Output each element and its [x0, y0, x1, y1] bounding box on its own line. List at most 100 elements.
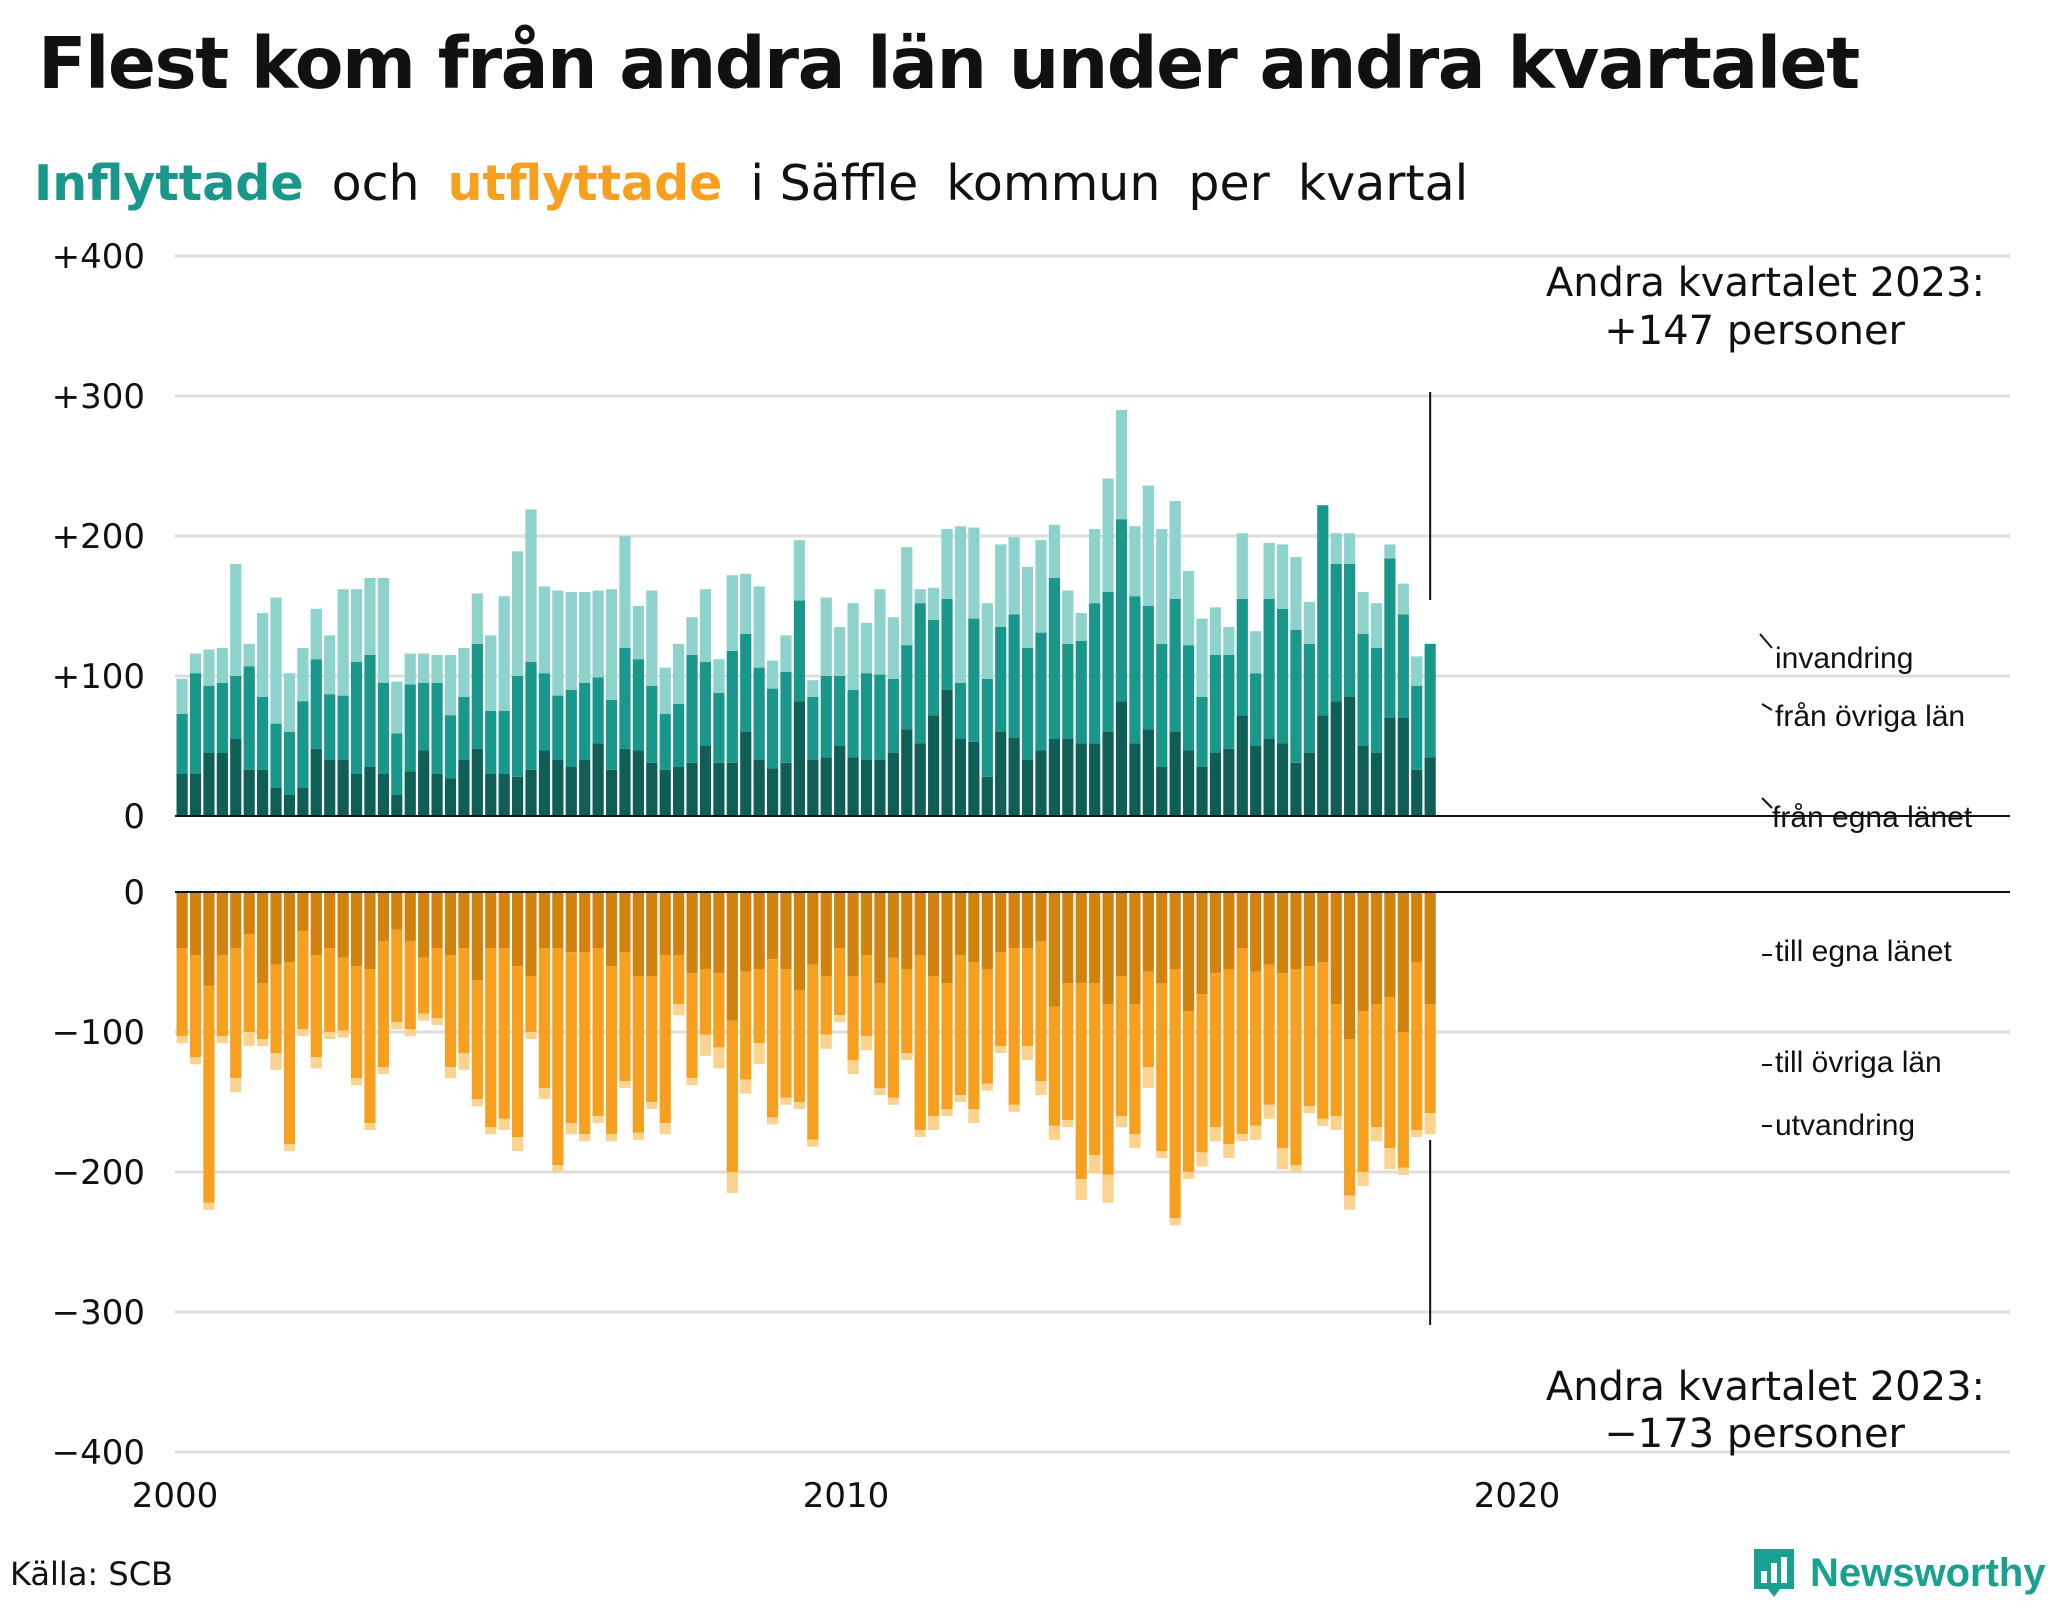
bar-out-segment — [418, 892, 430, 958]
bar-out-segment — [471, 980, 483, 1100]
bar-in-segment — [954, 739, 967, 816]
bar-out-segment — [350, 892, 363, 967]
bar-in-segment — [418, 750, 430, 816]
bar-out-segment — [1021, 892, 1034, 948]
bar-out-segment — [485, 948, 497, 1128]
bar-in-segment — [713, 762, 725, 816]
bar-out-segment — [646, 1102, 658, 1109]
bar-in-segment — [203, 685, 215, 753]
bar-out-segment — [1089, 1155, 1101, 1174]
bar-in-segment — [270, 597, 282, 724]
bar-in-segment — [1115, 519, 1128, 702]
bar-in-segment — [1021, 648, 1034, 760]
bar-out-segment — [1183, 892, 1195, 1011]
bar-out-segment — [1250, 892, 1262, 972]
bar-out-segment — [766, 1117, 779, 1125]
bar-out-segment — [1142, 1067, 1154, 1088]
bar-out-segment — [699, 969, 712, 1035]
bar-out-segment — [954, 1095, 967, 1102]
bar-out-segment — [1384, 1148, 1396, 1170]
bar-out-segment — [1075, 1179, 1087, 1200]
bar-out-segment — [592, 948, 604, 1116]
bar-out-segment — [1169, 1218, 1181, 1226]
bar-in-segment — [1183, 750, 1195, 816]
bar-out-segment — [981, 969, 993, 1084]
bar-out-segment — [310, 955, 322, 1058]
bar-in-segment — [297, 701, 309, 788]
subtitle-och: och — [331, 155, 420, 212]
bar-out-segment — [981, 892, 993, 969]
bar-in-segment — [391, 795, 403, 816]
label-fran-egna-lanet: från egna länet — [1772, 801, 1973, 834]
bar-in-segment — [766, 688, 779, 769]
ytick-in: 0 — [123, 797, 145, 837]
bar-out-segment — [619, 1081, 631, 1088]
bar-in-segment — [1209, 607, 1222, 655]
bar-out-segment — [1236, 1134, 1248, 1142]
bar-in-segment — [243, 769, 255, 816]
bar-in-segment — [914, 603, 926, 744]
bar-in-segment — [954, 683, 967, 739]
bar-in-segment — [310, 748, 322, 816]
bar-in-segment — [444, 655, 457, 716]
bar-out-segment — [216, 955, 228, 1037]
bar-in-segment — [1276, 743, 1289, 816]
bar-in-segment — [820, 597, 832, 676]
bar-out-segment — [713, 1047, 725, 1069]
bar-in-segment — [230, 564, 242, 676]
bar-in-segment — [1250, 746, 1262, 816]
bar-out-segment — [753, 969, 765, 1044]
bar-out-segment — [1115, 892, 1128, 976]
bar-out-segment — [431, 892, 443, 948]
bar-in-segment — [914, 743, 926, 816]
bar-in-segment — [203, 753, 215, 816]
bar-in-segment — [1129, 743, 1141, 816]
bar-in-segment — [659, 769, 671, 816]
bar-out-segment — [1370, 1004, 1383, 1128]
bar-in-segment — [1035, 632, 1047, 751]
bar-in-segment — [471, 593, 483, 644]
bar-out-segment — [391, 929, 403, 1023]
bar-in-segment — [458, 760, 470, 816]
bar-in-segment — [1035, 540, 1047, 633]
bar-in-segment — [874, 760, 886, 816]
bar-in-segment — [1129, 596, 1141, 744]
bar-in-segment — [1290, 629, 1302, 763]
bar-in-segment — [1008, 737, 1020, 816]
bar-in-segment — [1062, 739, 1074, 816]
bar-in-segment — [1344, 697, 1356, 816]
subtitle-inflyttade: Inflyttade — [34, 155, 304, 212]
bar-out-segment — [565, 892, 577, 953]
bar-in-segment — [243, 666, 255, 770]
bar-in-segment — [834, 746, 846, 816]
bar-in-segment — [901, 547, 913, 646]
bars-utflyttade — [176, 892, 1436, 1226]
bar-out-segment — [512, 892, 524, 967]
bar-in-segment — [498, 711, 510, 774]
bar-in-segment — [1102, 592, 1114, 732]
subtitle-word-kvartal: kvartal — [1297, 155, 1469, 212]
bar-in-segment — [1102, 478, 1114, 592]
bar-out-segment — [1209, 1127, 1222, 1142]
bar-out-segment — [901, 1053, 913, 1060]
bar-in-segment — [404, 653, 416, 685]
bar-in-segment — [1397, 718, 1409, 816]
bar-in-segment — [1115, 701, 1128, 816]
bar-out-segment — [740, 892, 752, 972]
bar-out-segment — [458, 892, 470, 948]
bar-in-segment — [1048, 524, 1060, 578]
bar-out-segment — [1397, 892, 1409, 1032]
bar-in-segment — [243, 643, 255, 667]
bar-out-segment — [1317, 1118, 1329, 1126]
bar-out-segment — [901, 892, 913, 969]
bar-out-segment — [1344, 1039, 1356, 1196]
bar-in-segment — [1008, 537, 1020, 615]
bar-out-segment — [283, 1144, 296, 1151]
bar-out-segment — [753, 892, 765, 969]
bar-out-segment — [538, 1088, 551, 1100]
bar-out-segment — [525, 976, 537, 1032]
bar-out-segment — [646, 976, 658, 1102]
bar-out-segment — [807, 892, 819, 965]
bar-in-segment — [753, 760, 765, 816]
bar-out-segment — [807, 964, 819, 1140]
